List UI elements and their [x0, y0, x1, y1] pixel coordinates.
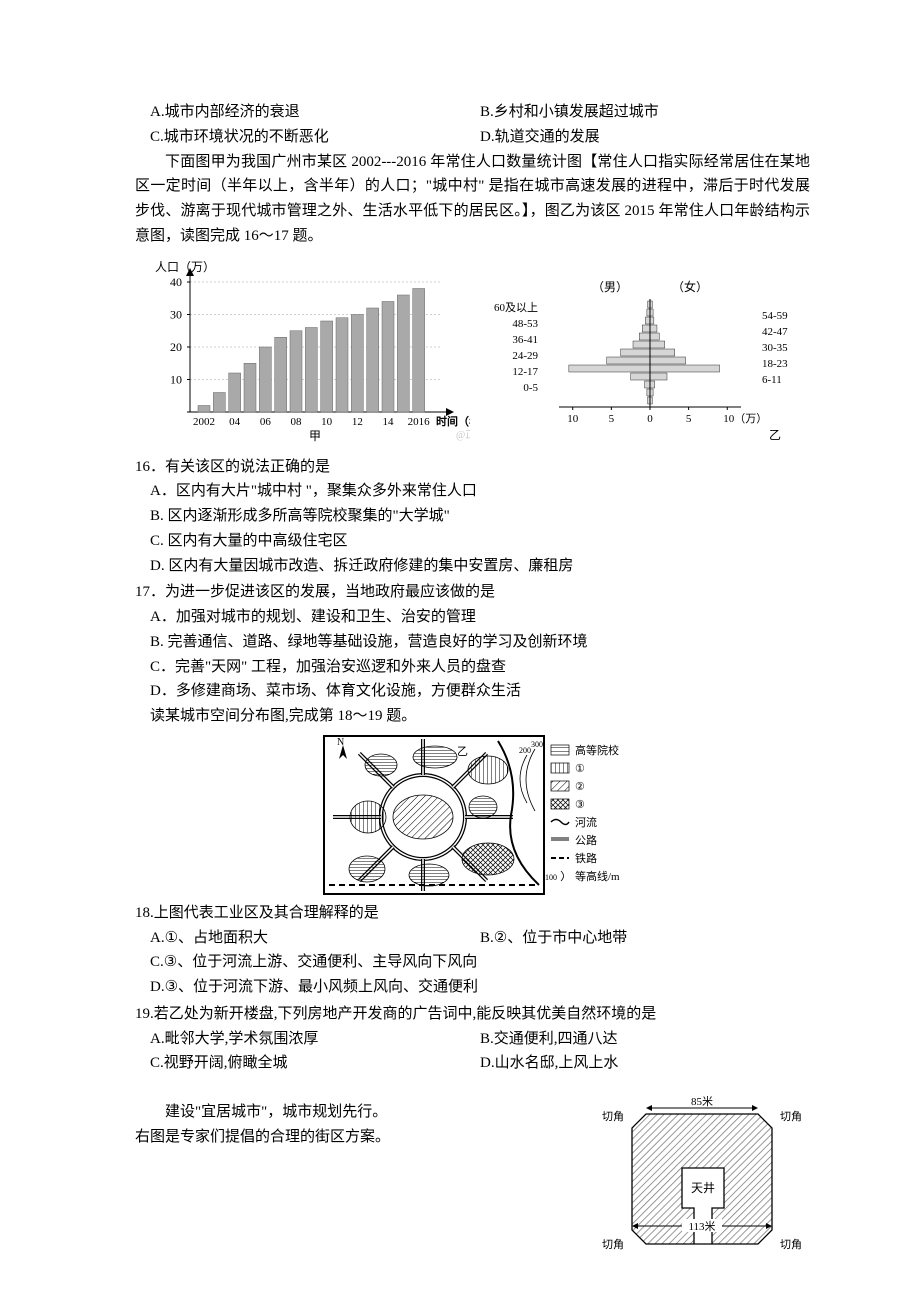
svg-text:切角: 切角 — [780, 1110, 802, 1123]
svg-text:300: 300 — [531, 740, 543, 749]
prev-options-row2: C.城市环境状况的不断恶化 D.轨道交通的发展 — [150, 125, 810, 150]
svg-text:③: ③ — [575, 799, 585, 811]
opt-d: D.轨道交通的发展 — [480, 125, 810, 150]
city-map-icon: 乙 N 200300 高等院校 ① ② ③ 河流公路铁路 100 等高线/m — [323, 735, 623, 895]
passage-1: 下面图甲为我国广州市某区 2002---2016 年常住人口数量统计图【常住人口… — [135, 150, 810, 249]
q19-row2: C.视野开阔,俯瞰全城 D.山水名邸,上风上水 — [150, 1051, 810, 1076]
svg-text:①: ① — [575, 763, 585, 775]
q19-d: D.山水名邸,上风上水 — [480, 1051, 810, 1076]
opt-c: C.城市环境状况的不断恶化 — [150, 125, 480, 150]
prev-options-row1: A.城市内部经济的衰退 B.乡村和小镇发展超过城市 — [150, 100, 810, 125]
svg-text:2016: 2016 — [408, 416, 431, 428]
svg-text:12-17: 12-17 — [512, 366, 538, 378]
pyramid-chart-icon: （男） （女） 60及以上 48-53 36-41 24-29 12-17 0-5 54-59 4… — [490, 277, 810, 447]
svg-text:乙: 乙 — [769, 428, 781, 442]
svg-text:0-5: 0-5 — [523, 382, 538, 394]
svg-text:6-11: 6-11 — [762, 374, 782, 386]
q19-stem: 19.若乙处为新开楼盘,下列房地产开发商的广告词中,能反映其优美自然环境的是 — [135, 1002, 810, 1027]
svg-text:乙: 乙 — [457, 745, 468, 758]
figure-row: 人口（万） 10 20 30 40 2002 04 06 08 10 12 14 2016 时间（年） 甲 @… — [135, 257, 810, 447]
svg-text:（男）: （男） — [592, 280, 628, 294]
q17-b: B. 完善通信、道路、绿地等基础设施，营造良好的学习及创新环境 — [150, 630, 810, 655]
svg-text:等高线/m: 等高线/m — [575, 869, 620, 883]
svg-text:20: 20 — [170, 340, 182, 354]
svg-text:河流: 河流 — [575, 815, 597, 829]
bar-chart-icon: 人口（万） 10 20 30 40 2002 04 06 08 10 12 14 2016 时间（年） 甲 @… — [135, 257, 470, 447]
svg-text:10: 10 — [321, 416, 333, 428]
svg-text:铁路: 铁路 — [575, 852, 597, 865]
q16-c: C. 区内有大量的中高级住宅区 — [150, 529, 810, 554]
q16-a: A．区内有大片"城中村 "，聚集众多外来常住人口 — [150, 479, 810, 504]
svg-text:切角: 切角 — [780, 1238, 802, 1251]
svg-text:200: 200 — [519, 746, 531, 755]
svg-text:60及以上: 60及以上 — [494, 301, 538, 314]
q17-stem: 17．为进一步促进该区的发展，当地政府最应该做的是 — [135, 580, 810, 605]
bottom-row: 建设"宜居城市"，城市规划先行。 右图是专家们提倡的合理的街区方案。 85米 11… — [135, 1096, 810, 1256]
svg-text:切角: 切角 — [602, 1238, 624, 1251]
opt-b: B.乡村和小镇发展超过城市 — [480, 100, 810, 125]
q19-a: A.毗邻大学,学术氛围浓厚 — [150, 1027, 480, 1052]
q17-d: D．多修建商场、菜市场、体育文化设施，方便群众生活 — [150, 679, 810, 704]
svg-text:5: 5 — [609, 413, 615, 425]
svg-text:40: 40 — [170, 275, 182, 289]
q18-b: B.②、位于市中心地带 — [480, 926, 810, 951]
opt-a: A.城市内部经济的衰退 — [150, 100, 480, 125]
q17-a: A．加强对城市的规划、建设和卫生、治安的管理 — [150, 605, 810, 630]
svg-text:48-53: 48-53 — [512, 318, 538, 330]
svg-text:12: 12 — [352, 416, 363, 428]
passage-3a: 建设"宜居城市"，城市规划先行。 — [135, 1100, 570, 1125]
street-block-icon: 85米113米天井切角切角切角切角 — [590, 1096, 810, 1256]
svg-text:18-23: 18-23 — [762, 358, 788, 370]
svg-text:公路: 公路 — [575, 834, 597, 847]
svg-text:30-35: 30-35 — [762, 342, 788, 354]
svg-text:切角: 切角 — [602, 1110, 624, 1123]
svg-text:10: 10 — [567, 413, 579, 425]
svg-text:甲: 甲 — [309, 429, 321, 443]
svg-text:10（万）: 10（万） — [723, 412, 767, 425]
svg-text:100: 100 — [545, 873, 557, 882]
q17-c: C．完善"天网" 工程，加强治安巡逻和外来人员的盘查 — [150, 655, 810, 680]
svg-text:14: 14 — [383, 416, 395, 428]
svg-text:113米: 113米 — [688, 1220, 715, 1233]
svg-text:06: 06 — [260, 416, 272, 428]
svg-text:N: N — [337, 737, 344, 748]
q19-row1: A.毗邻大学,学术氛围浓厚 B.交通便利,四通八达 — [150, 1027, 810, 1052]
q19-b: B.交通便利,四通八达 — [480, 1027, 810, 1052]
svg-text:30: 30 — [170, 307, 182, 321]
svg-text:高等院校: 高等院校 — [575, 743, 619, 757]
svg-text:人口（万）: 人口（万） — [155, 260, 215, 274]
q19-c: C.视野开阔,俯瞰全城 — [150, 1051, 480, 1076]
q18-d: D.③、位于河流下游、最小风频上风向、交通便利 — [150, 975, 810, 1000]
svg-text:85米: 85米 — [691, 1096, 713, 1108]
q18-row1: A.①、占地面积大 B.②、位于市中心地带 — [150, 926, 810, 951]
svg-text:时间（年）: 时间（年） — [436, 414, 470, 428]
svg-text:@正确教育: @正确教育 — [456, 428, 470, 441]
q16-stem: 16．有关该区的说法正确的是 — [135, 455, 810, 480]
svg-text:42-47: 42-47 — [762, 326, 788, 338]
svg-text:04: 04 — [229, 416, 241, 428]
svg-text:②: ② — [575, 781, 585, 793]
svg-text:0: 0 — [647, 413, 653, 425]
city-map-block: 乙 N 200300 高等院校 ① ② ③ 河流公路铁路 100 等高线/m — [135, 735, 810, 895]
passage-3b: 右图是专家们提倡的合理的街区方案。 — [135, 1125, 570, 1150]
svg-text:24-29: 24-29 — [512, 350, 538, 362]
q18-a: A.①、占地面积大 — [150, 926, 480, 951]
svg-text:2002: 2002 — [193, 416, 215, 428]
svg-text:（女）: （女） — [672, 279, 708, 294]
q16-d: D. 区内有大量因城市改造、拆迁政府修建的集中安置房、廉租房 — [150, 554, 810, 579]
svg-text:08: 08 — [291, 416, 303, 428]
q18-c: C.③、位于河流上游、交通便利、主导风向下风向 — [150, 950, 810, 975]
passage-2: 读某城市空间分布图,完成第 18～19 题。 — [150, 704, 810, 729]
q16-b: B. 区内逐渐形成多所高等院校聚集的"大学城" — [150, 504, 810, 529]
svg-text:天井: 天井 — [691, 1181, 715, 1195]
svg-text:54-59: 54-59 — [762, 310, 788, 322]
q18-stem: 18.上图代表工业区及其合理解释的是 — [135, 901, 810, 926]
svg-text:5: 5 — [686, 413, 692, 425]
svg-text:10: 10 — [170, 372, 182, 386]
svg-text:36-41: 36-41 — [512, 334, 538, 346]
